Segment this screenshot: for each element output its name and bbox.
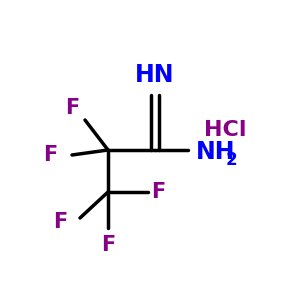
Text: F: F xyxy=(151,182,165,202)
Text: F: F xyxy=(101,235,115,255)
Text: 2: 2 xyxy=(226,151,238,169)
Text: HN: HN xyxy=(135,63,175,87)
Text: F: F xyxy=(65,98,79,118)
Text: F: F xyxy=(53,212,67,232)
Text: F: F xyxy=(43,145,57,165)
Text: NH: NH xyxy=(196,140,236,164)
Text: HCl: HCl xyxy=(204,120,247,140)
